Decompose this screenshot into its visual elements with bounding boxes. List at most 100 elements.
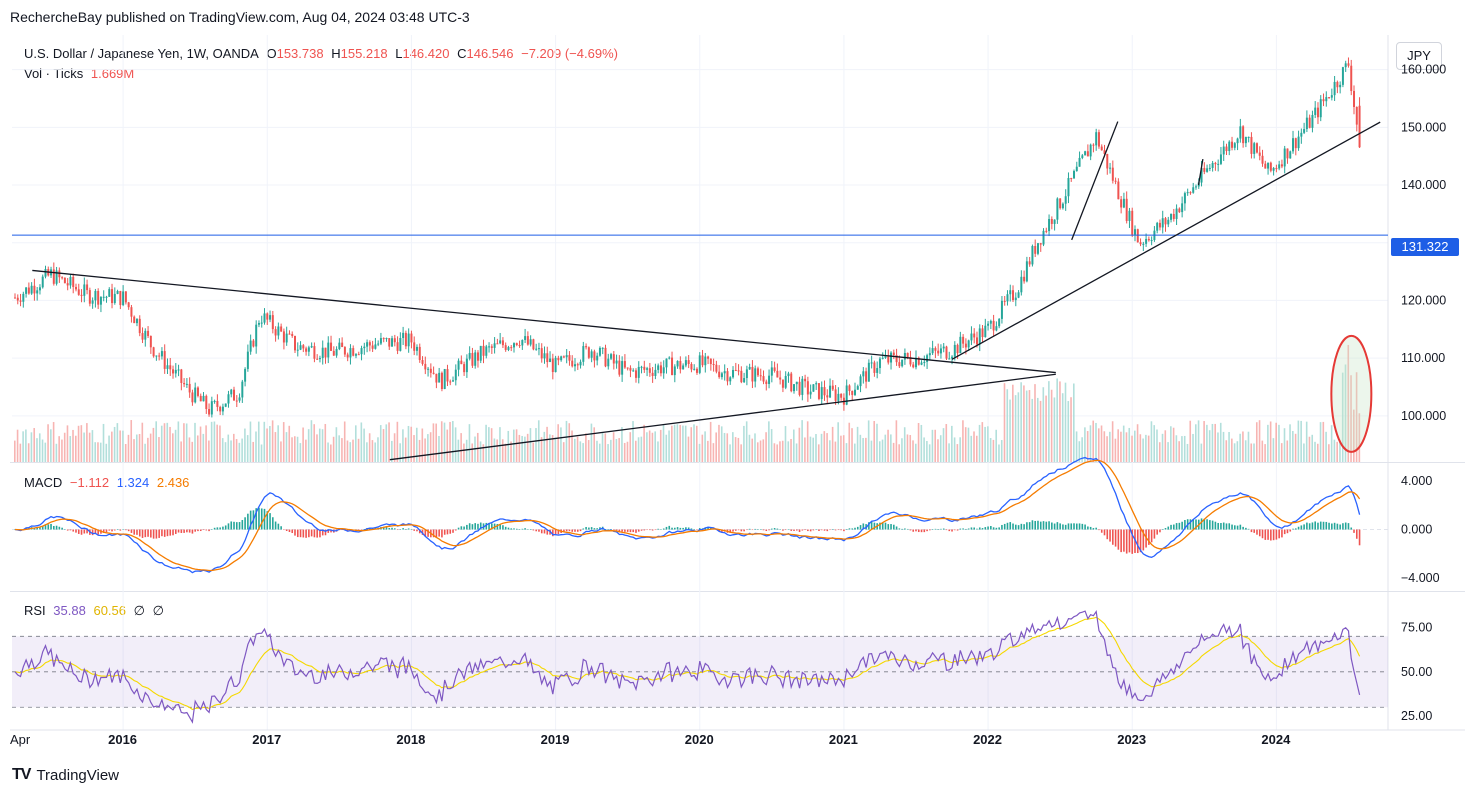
macd-histogram-bar	[856, 526, 859, 530]
macd-histogram-bar	[588, 527, 590, 530]
volume-bar	[440, 421, 443, 462]
macd-histogram-bar	[277, 523, 280, 530]
volume-bar	[271, 420, 274, 462]
macd-histogram-bar	[363, 529, 366, 530]
candle-body	[962, 336, 965, 344]
volume-bar	[820, 433, 823, 462]
candle-body	[14, 297, 16, 299]
trendline-support[interactable]	[951, 121, 1381, 360]
candle-body	[851, 390, 854, 395]
candle-body	[1042, 230, 1045, 245]
macd-label[interactable]: MACD	[24, 475, 63, 490]
candle-body	[562, 356, 565, 358]
candle-body	[1200, 167, 1203, 183]
candle-body	[1228, 141, 1231, 152]
volume-bar	[928, 444, 931, 462]
macd-histogram-bar	[1089, 526, 1092, 530]
candle-body	[393, 338, 396, 343]
candle-body	[25, 287, 28, 294]
candle-body	[493, 343, 496, 348]
candle-body	[274, 329, 277, 336]
candle-body	[964, 343, 967, 348]
volume-bar	[313, 424, 316, 462]
volume-bar	[1181, 436, 1183, 462]
macd-histogram-bar	[707, 527, 709, 530]
candle-body	[901, 359, 904, 367]
macd-histogram-bar	[748, 528, 751, 530]
volume-bar	[695, 425, 698, 462]
candle-body	[898, 362, 901, 367]
macd-histogram-bar	[1070, 523, 1073, 530]
candle-body	[1358, 105, 1361, 148]
volume-bar	[510, 441, 512, 462]
macd-histogram-bar	[479, 522, 482, 530]
candle-body	[504, 345, 507, 350]
macd-histogram-bar	[1250, 529, 1253, 533]
volume-bar	[88, 432, 91, 462]
macd-histogram-bar	[804, 529, 806, 531]
volume-bar	[269, 426, 271, 462]
volume-bar	[668, 430, 670, 462]
candle-body	[701, 355, 704, 366]
macd-histogram-bar	[144, 529, 147, 538]
volume-bar	[471, 443, 474, 462]
macd-histogram-bar	[441, 529, 443, 538]
volume-bar	[903, 427, 906, 462]
volume-bar	[1117, 429, 1119, 462]
volume-bar	[307, 429, 310, 462]
volume-bar	[1236, 441, 1239, 462]
volume-bar	[1006, 389, 1009, 462]
macd-histogram-bar	[233, 521, 235, 530]
candle-body	[723, 371, 726, 374]
volume-bar	[518, 434, 521, 462]
macd-histogram-bar	[299, 529, 302, 538]
rsi-line	[14, 609, 1361, 724]
trendline-ascending-long[interactable]	[389, 373, 1056, 461]
volume-bar	[621, 427, 623, 462]
macd-histogram-bar	[579, 529, 582, 532]
volume-bar	[798, 427, 801, 462]
volume-bar	[676, 424, 679, 462]
volume-bar	[898, 444, 900, 462]
macd-histogram-bar	[1120, 529, 1122, 553]
macd-histogram-bar	[44, 524, 47, 530]
pane-separator-macd[interactable]	[10, 591, 1465, 592]
macd-histogram-bar	[94, 529, 97, 534]
candle-body	[956, 344, 959, 354]
candle-body	[1183, 193, 1186, 204]
candle-body	[27, 287, 30, 294]
volume-bar	[102, 423, 105, 462]
volume-bar	[335, 427, 338, 462]
rsi-label[interactable]: RSI	[24, 603, 46, 618]
volume-bar	[834, 441, 837, 462]
candle-body	[829, 385, 832, 398]
volume-bar	[623, 442, 626, 462]
macd-histogram-bar	[1181, 521, 1183, 530]
volume-bar	[38, 433, 41, 462]
candle-body	[768, 375, 771, 384]
volume-bar	[526, 433, 529, 462]
trendline-impulse[interactable]	[1071, 121, 1119, 241]
macd-histogram-bar	[1294, 528, 1297, 530]
candle-body	[770, 367, 773, 376]
candle-body	[155, 355, 158, 357]
candle-body	[1034, 246, 1037, 254]
volume-bar	[1222, 431, 1225, 462]
candle-body	[174, 369, 177, 374]
trendline-short[interactable]	[1197, 158, 1204, 186]
volume-bar	[1056, 378, 1058, 462]
highlight-ellipse[interactable]	[1330, 334, 1373, 453]
currency-unit-button[interactable]: JPY	[1396, 42, 1442, 70]
pane-separator-main[interactable]	[10, 462, 1465, 463]
volume-bar	[837, 422, 839, 462]
candle-body	[773, 367, 776, 371]
volume-bar	[948, 443, 950, 462]
candle-body	[634, 370, 637, 378]
macd-histogram-bar	[956, 529, 959, 531]
candle-body	[1142, 243, 1145, 245]
symbol-name[interactable]: U.S. Dollar / Japanese Yen, 1W, OANDA	[24, 46, 259, 61]
macd-histogram-bar	[920, 529, 923, 533]
trendline-descending[interactable]	[32, 269, 1056, 374]
price-axis-tick-label: 140.000	[1401, 178, 1446, 192]
